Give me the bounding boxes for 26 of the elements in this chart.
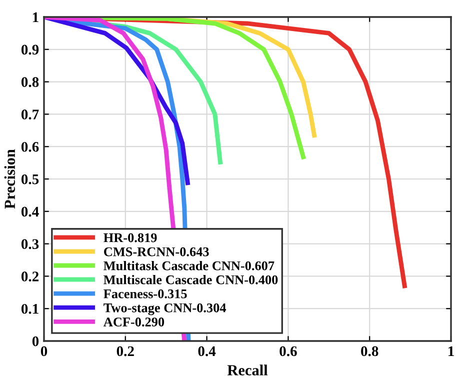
x-tick-label: 0.2 <box>116 346 134 356</box>
y-tick-label: 0.1 <box>21 304 38 314</box>
legend-label: Two-stage CNN-0.304 <box>104 303 226 316</box>
legend-label: Faceness-0.315 <box>104 289 187 298</box>
y-tick-label: 0.7 <box>21 110 39 120</box>
x-tick-label: 0.8 <box>361 346 378 356</box>
legend-label: Multiscale Cascade CNN-0.400 <box>104 274 278 284</box>
x-tick-label: 1 <box>448 346 454 356</box>
x-axis-title: Recall <box>227 364 268 376</box>
x-tick-label: 0.4 <box>198 346 216 356</box>
y-tick-label: 0.3 <box>21 239 39 250</box>
y-tick-label: 0.4 <box>21 206 39 217</box>
y-axis-title: Precision <box>4 149 16 209</box>
legend-label: Multitask Cascade CNN-0.607 <box>104 260 274 270</box>
y-tick-label: 1 <box>33 12 38 22</box>
y-tick-label: 0.2 <box>21 272 39 282</box>
legend-label: CMS-RCNN-0.643 <box>104 247 209 256</box>
y-tick-label: 0 <box>32 336 39 346</box>
legend-label: HR-0.819 <box>104 233 157 242</box>
legend-label: ACF-0.290 <box>104 318 164 327</box>
y-tick-label: 0.6 <box>21 142 39 152</box>
y-tick-label: 0.9 <box>21 44 39 55</box>
y-tick-label: 0.5 <box>21 174 39 184</box>
x-tick-label: 0 <box>40 346 48 356</box>
y-tick-label: 0.8 <box>21 77 39 88</box>
x-tick-label: 0.6 <box>280 346 297 356</box>
